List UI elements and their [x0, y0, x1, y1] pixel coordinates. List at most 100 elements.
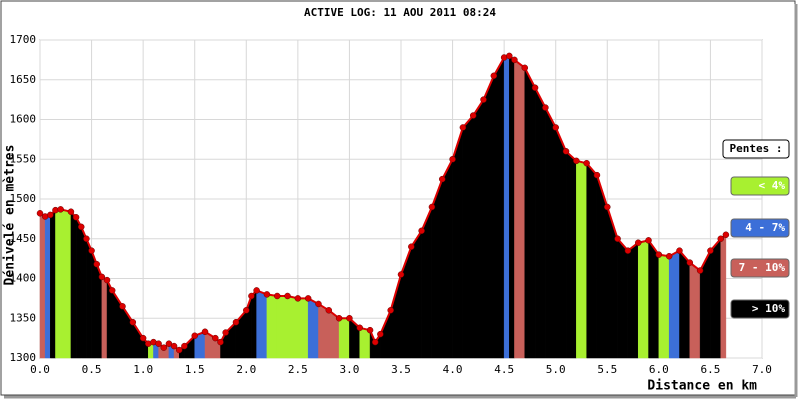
slope-band	[586, 162, 598, 359]
slope-band	[509, 55, 515, 359]
elevation-point	[294, 295, 302, 302]
slope-band	[637, 240, 649, 359]
slope-band	[266, 294, 278, 359]
elevation-point	[531, 84, 539, 91]
slope-band	[720, 234, 727, 359]
slope-band	[503, 55, 510, 359]
slope-band	[101, 276, 108, 359]
y-tick-label: 1650	[10, 73, 37, 86]
elevation-point	[418, 227, 425, 235]
x-tick-label: 3.5	[391, 363, 411, 376]
elevation-line	[39, 54, 727, 352]
elevation-point	[232, 318, 240, 326]
slope-band	[307, 297, 319, 359]
slope-band	[658, 254, 670, 359]
elevation-point	[366, 326, 374, 334]
slope-band	[44, 214, 51, 359]
elevation-point	[88, 247, 95, 254]
x-tick-label: 5.5	[597, 363, 617, 376]
elevation-point	[212, 334, 219, 342]
y-tick-label: 1400	[10, 272, 37, 285]
legend-label: 7 - 10%	[739, 261, 786, 274]
slope-band	[689, 262, 701, 359]
y-tick-label: 1500	[10, 192, 37, 205]
y-axis-label: Dénivelé en mètres	[3, 145, 18, 286]
elevation-point	[624, 247, 632, 254]
slope-band	[545, 107, 556, 359]
x-tick-label: 4.5	[494, 363, 514, 376]
elevation-point	[67, 208, 75, 215]
slope-band	[50, 209, 56, 359]
elevation-point	[480, 96, 487, 103]
legend-label: 4 - 7%	[745, 221, 785, 234]
elevation-point	[325, 307, 333, 314]
slope-band	[534, 87, 546, 359]
elevation-point	[119, 303, 126, 310]
elevation-point	[397, 271, 405, 278]
slope-band	[287, 295, 299, 359]
slope-band	[256, 290, 268, 359]
slope-band	[617, 238, 629, 359]
slope-band	[55, 209, 61, 359]
elevation-point	[263, 291, 271, 298]
elevation-point	[707, 247, 714, 254]
x-tick-label: 0.5	[82, 363, 102, 376]
elevation-point	[222, 329, 229, 336]
elevation-point	[604, 203, 611, 211]
elevation-point	[696, 267, 704, 274]
elevation-point	[175, 346, 183, 354]
slope-band	[276, 295, 288, 359]
elevation-point	[284, 292, 291, 300]
x-tick-label: 2.5	[288, 363, 308, 376]
elevation-point	[201, 328, 209, 336]
slope-band	[442, 159, 453, 359]
elevation-point	[573, 157, 580, 165]
elevation-point	[593, 171, 601, 179]
elevation-point	[72, 214, 80, 221]
elevation-point	[408, 243, 415, 250]
legend-swatch	[730, 299, 790, 319]
slope-band	[251, 289, 257, 359]
elevation-point	[469, 112, 477, 119]
legend: Pentes : < 4% 4 - 7% 7 - 10% > 10%	[722, 139, 790, 319]
elevation-point	[686, 259, 694, 266]
legend-swatch	[730, 218, 790, 238]
elevation-point	[562, 148, 570, 155]
slope-band	[462, 114, 474, 359]
elevation-point	[129, 318, 137, 326]
y-tick-label: 1550	[10, 152, 37, 165]
slope-band	[338, 318, 350, 359]
x-tick-label: 5.0	[546, 363, 566, 376]
elevation-point	[155, 340, 162, 347]
elevation-point	[47, 211, 54, 219]
elevation-point	[449, 156, 456, 163]
x-tick-label: 0.0	[30, 363, 50, 376]
elevation-point	[217, 338, 224, 346]
elevation-point	[439, 175, 446, 183]
x-tick-label: 4.0	[443, 363, 463, 376]
slope-band	[648, 239, 660, 359]
x-tick-label: 6.5	[700, 363, 720, 376]
elevation-point	[139, 334, 147, 342]
y-tick-label: 1300	[10, 351, 37, 364]
slope-band	[411, 229, 422, 359]
elevation-point	[645, 237, 652, 244]
elevation-point	[108, 287, 116, 294]
elevation-point	[506, 52, 513, 60]
elevation-point	[356, 324, 363, 332]
legend-title: Pentes :	[730, 142, 783, 155]
elevation-point	[78, 223, 85, 231]
y-tick-label: 1600	[10, 113, 37, 126]
elevation-point	[634, 239, 642, 246]
elevation-point	[459, 124, 467, 131]
elevation-point	[315, 300, 322, 308]
elevation-point	[521, 64, 529, 72]
elevation-point	[371, 338, 379, 346]
elevation-point	[248, 292, 255, 300]
elevation-point	[36, 210, 44, 217]
slope-band	[60, 209, 72, 359]
slope-band	[514, 59, 526, 359]
y-tick-label: 1350	[10, 311, 37, 324]
x-tick-label: 6.0	[649, 363, 669, 376]
